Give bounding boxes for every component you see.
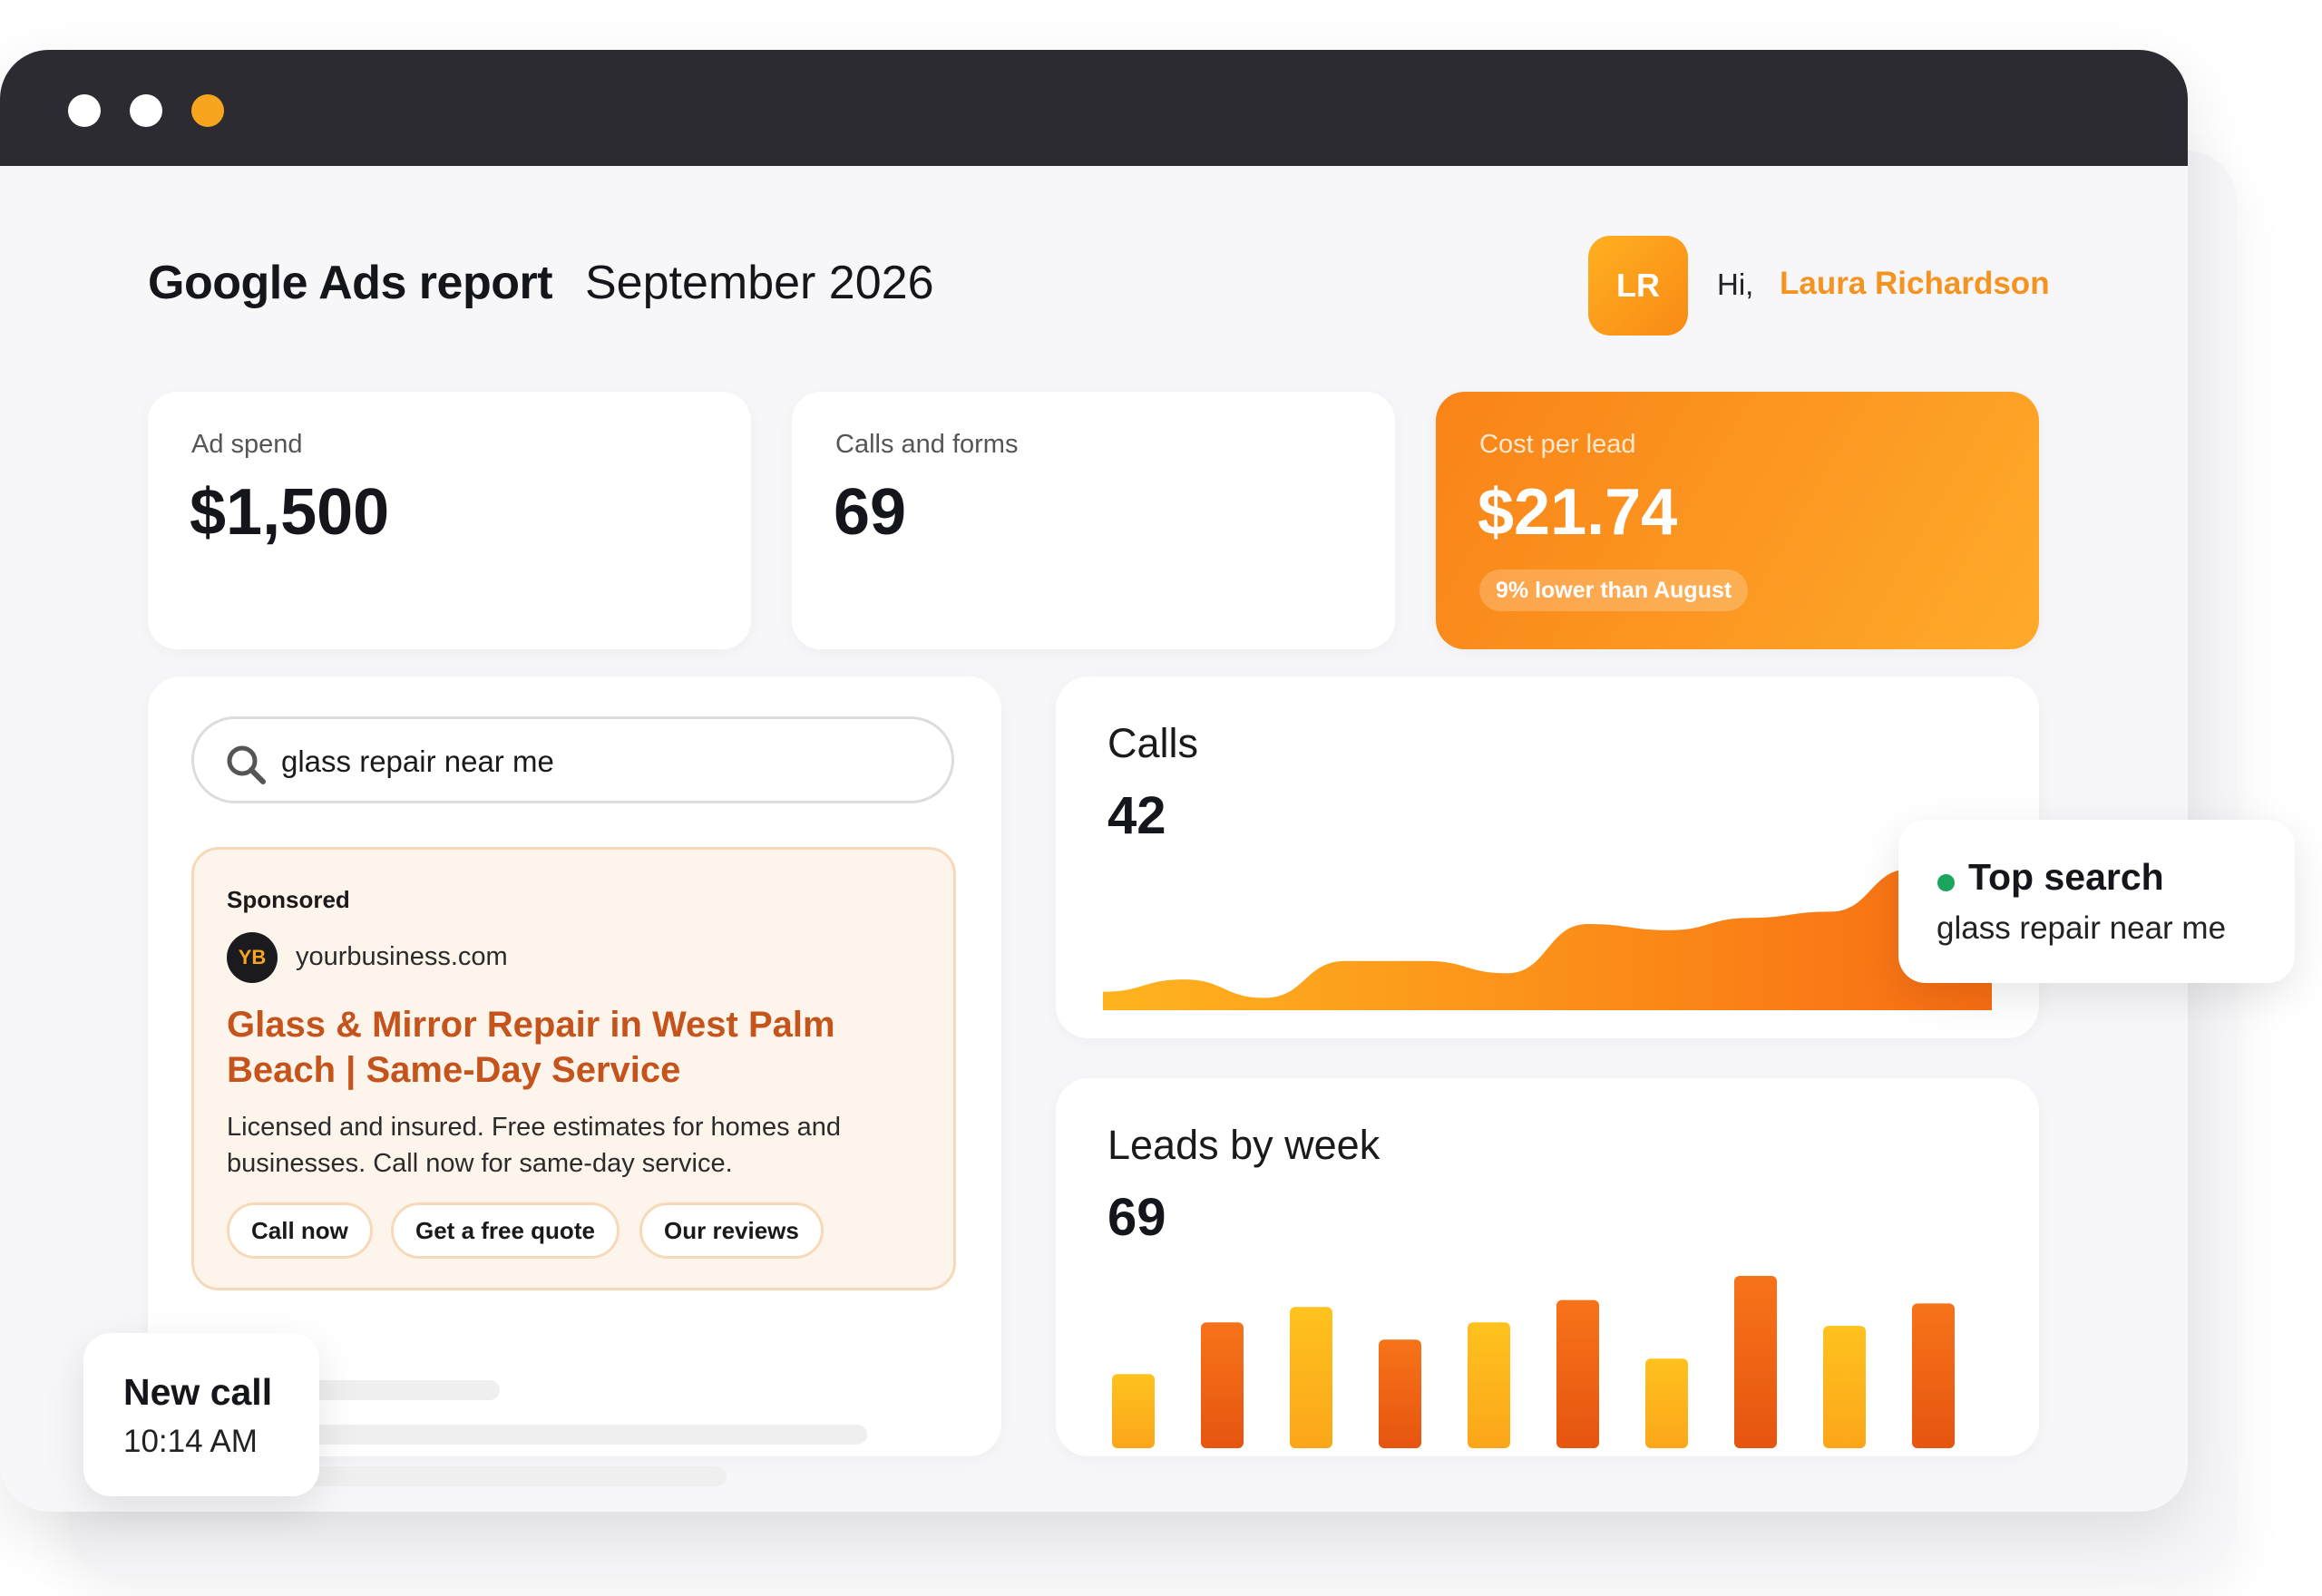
sponsored-label: Sponsored bbox=[227, 886, 350, 913]
leads-bar-week-9 bbox=[1823, 1326, 1866, 1448]
leads-bar-week-10 bbox=[1912, 1303, 1955, 1448]
page-title: Google Ads report bbox=[148, 257, 553, 309]
calls-area-series bbox=[1103, 862, 1992, 1010]
stat-card-cost-per-lead: Cost per lead $21.74 9% lower than Augus… bbox=[1436, 392, 2039, 649]
leads-bar-week-5 bbox=[1468, 1322, 1510, 1448]
search-input[interactable]: glass repair near me bbox=[191, 716, 954, 803]
leads-bar-week-8 bbox=[1734, 1276, 1777, 1448]
leads-card: Leads by week 69 bbox=[1056, 1078, 2039, 1456]
window-maximize-dot[interactable] bbox=[191, 94, 224, 127]
stat-value: 69 bbox=[834, 476, 907, 549]
status-dot bbox=[1937, 874, 1955, 891]
window-minimize-dot[interactable] bbox=[130, 94, 162, 127]
top-search-query: glass repair near me bbox=[1937, 910, 2227, 946]
leads-bar-week-1 bbox=[1112, 1374, 1155, 1448]
leads-bar-chart bbox=[1112, 1276, 1955, 1448]
user-name[interactable]: Laura Richardson bbox=[1780, 266, 2050, 301]
window-titlebar bbox=[0, 50, 2188, 166]
calls-value: 42 bbox=[1107, 786, 1166, 845]
ad-domain[interactable]: yourbusiness.com bbox=[296, 942, 508, 971]
report-period: September 2026 bbox=[585, 257, 934, 309]
sponsored-ad: Sponsored YB yourbusiness.com Glass & Mi… bbox=[191, 847, 956, 1290]
stat-label: Calls and forms bbox=[835, 430, 1019, 459]
leads-bar-week-3 bbox=[1290, 1307, 1332, 1448]
leads-bar-week-7 bbox=[1645, 1358, 1688, 1448]
top-search-title: Top search bbox=[1968, 856, 2164, 898]
calls-card: Calls 42 bbox=[1056, 676, 2039, 1038]
search-query: glass repair near me bbox=[281, 744, 554, 778]
placeholder-line bbox=[191, 1466, 727, 1486]
new-call-time: 10:14 AM bbox=[123, 1424, 258, 1459]
ad-description: Licensed and insured. Free estimates for… bbox=[227, 1113, 842, 1178]
leads-value: 69 bbox=[1107, 1188, 1166, 1247]
placeholder-line bbox=[191, 1425, 867, 1445]
new-call-popup: New call 10:14 AM bbox=[83, 1333, 319, 1496]
stat-label: Cost per lead bbox=[1479, 430, 1636, 459]
top-search-popup: Top search glass repair near me bbox=[1898, 820, 2295, 983]
comparison-badge: 9% lower than August bbox=[1479, 569, 1749, 611]
ad-headline[interactable]: Glass & Mirror Repair in West Palm Beach… bbox=[227, 1005, 835, 1090]
app-window: Google Ads report September 2026 LR Hi, … bbox=[0, 50, 2188, 1512]
stat-value: $21.74 bbox=[1478, 476, 1678, 549]
window-close-dot[interactable] bbox=[68, 94, 101, 127]
stat-card-calls-forms: Calls and forms 69 bbox=[792, 392, 1395, 649]
free-quote-button[interactable]: Get a free quote bbox=[391, 1202, 620, 1259]
avatar[interactable]: LR bbox=[1588, 236, 1688, 336]
stat-card-ad-spend: Ad spend $1,500 bbox=[148, 392, 751, 649]
call-now-button[interactable]: Call now bbox=[227, 1202, 373, 1259]
leads-bar-week-4 bbox=[1379, 1339, 1421, 1448]
leads-bar-week-2 bbox=[1201, 1322, 1244, 1448]
business-logo: YB bbox=[227, 932, 278, 983]
greeting: Hi, bbox=[1717, 268, 1754, 301]
search-ad-preview-panel: glass repair near me Sponsored YB yourbu… bbox=[148, 676, 1001, 1486]
calls-title: Calls bbox=[1107, 720, 1199, 766]
search-icon bbox=[227, 745, 266, 784]
our-reviews-button[interactable]: Our reviews bbox=[639, 1202, 824, 1259]
leads-bar-week-6 bbox=[1556, 1299, 1599, 1448]
new-call-title: New call bbox=[123, 1371, 273, 1413]
stat-label: Ad spend bbox=[191, 430, 303, 459]
calls-area-chart bbox=[1103, 862, 1992, 1010]
leads-title: Leads by week bbox=[1107, 1122, 1381, 1168]
stat-value: $1,500 bbox=[190, 476, 390, 549]
